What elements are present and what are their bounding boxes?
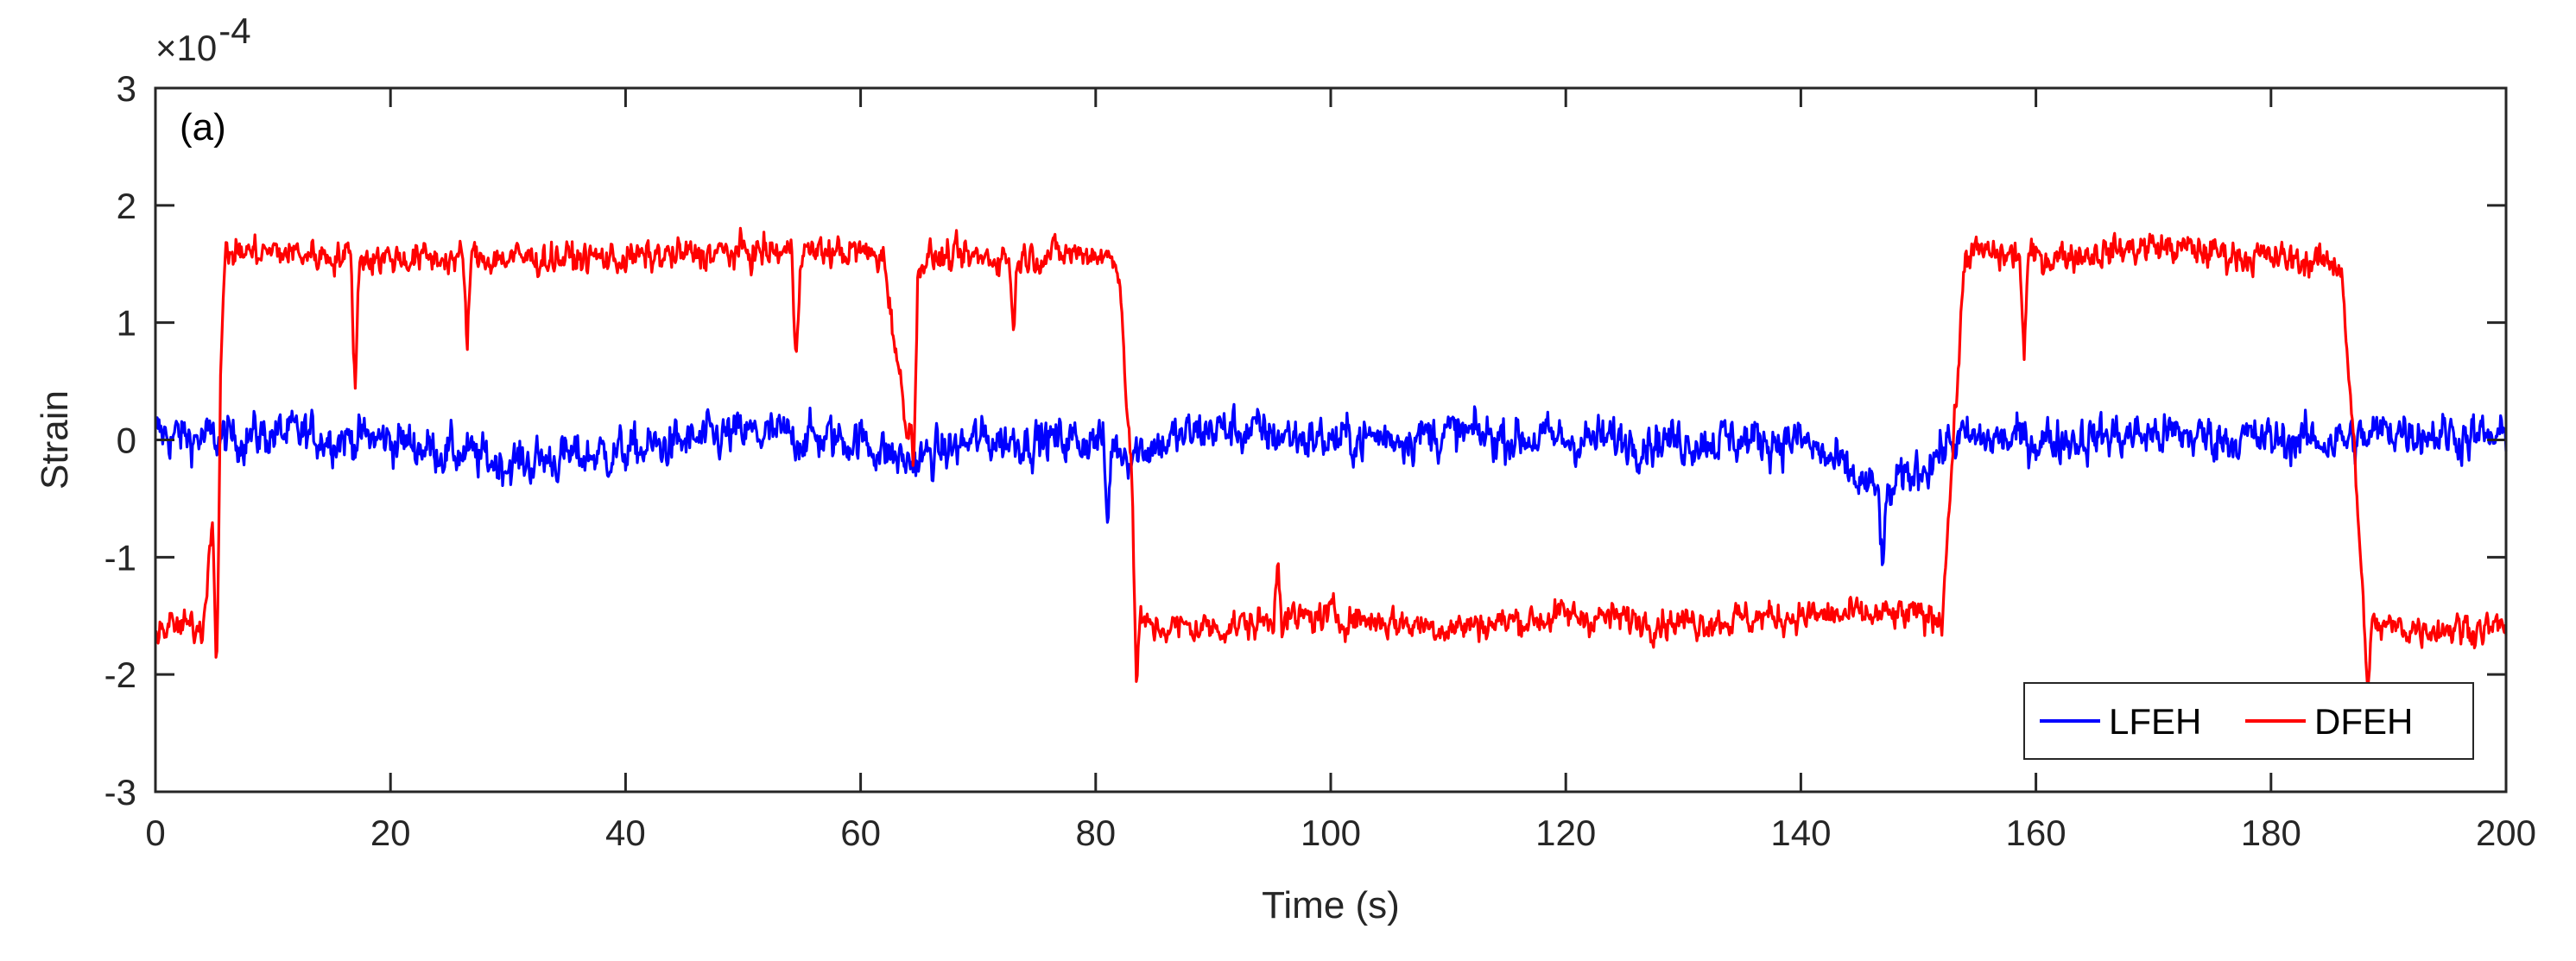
x-axis-label: Time (s) [1262,884,1400,926]
x-tick-label: 160 [2006,812,2066,853]
y-tick-label: -1 [104,537,136,578]
plot-area: 0 20 40 60 80 100 120 140 160 180 200 -3 -2 -1 0 1 2 3 [104,68,2536,853]
legend-label-lfeh: LFEH [2109,701,2201,742]
series-line-dfeh [154,226,2508,692]
y-tick-label: -2 [104,654,136,695]
panel-label: (a) [180,106,226,149]
exponent-power: -4 [218,10,250,51]
y-axis-label: Strain [34,390,76,490]
x-tick-label: 120 [1535,812,1596,853]
series-layer [154,226,2508,692]
y-tick-label: 0 [117,420,136,461]
ticks-layer: 0 20 40 60 80 100 120 140 160 180 200 -3 -2 -1 0 1 2 3 [104,68,2536,853]
x-tick-label: 100 [1301,812,1361,853]
y-tick-label: -3 [104,772,136,812]
x-tick-label: 20 [370,812,411,853]
series-line-lfeh [154,402,2508,566]
exponent-base: ×10 [155,28,217,68]
x-tick-label: 200 [2476,812,2536,853]
y-tick-label: 3 [117,68,136,109]
x-tick-label: 180 [2241,812,2301,853]
x-tick-label: 140 [1770,812,1831,853]
legend: LFEH DFEH [2023,682,2474,760]
axis-exponent: ×10 -4 [155,10,251,68]
legend-label-dfeh: DFEH [2314,701,2413,742]
x-tick-label: 40 [605,812,646,853]
x-tick-label: 0 [145,812,165,853]
y-tick-label: 2 [117,186,136,226]
x-tick-label: 80 [1075,812,1116,853]
x-tick-label: 60 [840,812,881,853]
y-tick-label: 1 [117,303,136,344]
